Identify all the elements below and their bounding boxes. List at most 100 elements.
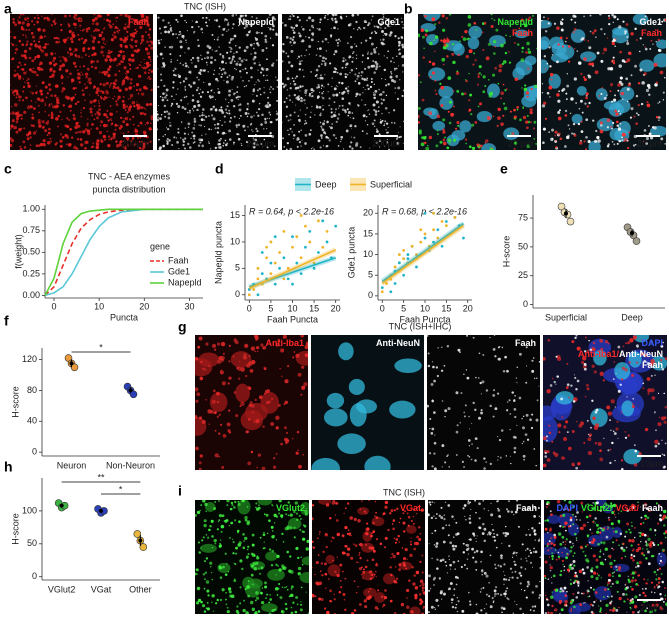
puncta xyxy=(565,92,568,95)
puncta xyxy=(587,140,591,144)
puncta xyxy=(470,113,473,116)
puncta xyxy=(211,399,216,404)
puncta xyxy=(205,534,208,536)
puncta xyxy=(282,335,287,339)
puncta xyxy=(11,111,16,115)
y-tick-label: 20 xyxy=(363,208,373,218)
puncta xyxy=(185,42,187,44)
puncta xyxy=(47,120,50,123)
puncta xyxy=(38,17,40,20)
puncta xyxy=(58,68,62,71)
puncta xyxy=(359,556,362,560)
puncta xyxy=(451,43,455,46)
puncta xyxy=(29,136,32,139)
puncta xyxy=(45,121,49,125)
puncta xyxy=(349,72,351,74)
puncta xyxy=(295,353,300,358)
puncta xyxy=(69,36,74,41)
puncta xyxy=(212,389,216,393)
scale-label: 10µm xyxy=(640,458,663,468)
puncta xyxy=(463,415,466,418)
puncta xyxy=(237,543,241,547)
puncta xyxy=(497,82,500,85)
puncta xyxy=(273,465,277,469)
puncta xyxy=(533,532,537,536)
puncta xyxy=(615,580,620,584)
puncta xyxy=(366,52,369,55)
puncta xyxy=(368,113,371,115)
puncta xyxy=(528,555,530,558)
puncta xyxy=(28,57,30,59)
cell xyxy=(596,500,607,506)
puncta xyxy=(652,543,656,547)
puncta xyxy=(333,101,336,104)
puncta xyxy=(34,91,38,95)
channel-name: VGlut2/ xyxy=(581,503,613,513)
puncta xyxy=(356,29,359,31)
puncta xyxy=(300,96,303,100)
puncta xyxy=(587,74,590,77)
puncta xyxy=(379,542,383,546)
puncta xyxy=(652,43,654,45)
puncta xyxy=(66,116,68,119)
puncta xyxy=(203,81,205,84)
puncta xyxy=(268,612,272,614)
puncta xyxy=(628,528,631,531)
puncta xyxy=(198,461,202,465)
puncta xyxy=(541,104,546,108)
puncta xyxy=(632,559,635,562)
puncta xyxy=(324,57,328,60)
puncta xyxy=(118,62,121,66)
puncta xyxy=(514,32,518,35)
puncta xyxy=(31,35,36,39)
puncta xyxy=(91,46,96,50)
puncta xyxy=(525,508,527,510)
puncta xyxy=(146,40,149,44)
puncta xyxy=(524,568,527,570)
puncta xyxy=(419,532,422,535)
puncta xyxy=(182,143,185,147)
puncta xyxy=(282,137,285,140)
puncta xyxy=(308,36,311,39)
puncta xyxy=(367,65,371,69)
puncta xyxy=(268,117,271,120)
puncta xyxy=(610,565,613,569)
puncta xyxy=(130,140,133,143)
puncta xyxy=(365,21,368,23)
puncta xyxy=(300,393,303,396)
micrograph xyxy=(282,14,404,150)
puncta xyxy=(307,612,309,614)
puncta xyxy=(645,582,648,585)
puncta xyxy=(366,57,370,60)
puncta xyxy=(384,32,388,36)
puncta xyxy=(271,535,275,539)
puncta xyxy=(131,101,136,105)
puncta xyxy=(42,142,46,147)
puncta xyxy=(246,363,251,368)
puncta xyxy=(105,89,108,92)
puncta xyxy=(614,94,616,97)
puncta xyxy=(457,348,461,352)
puncta xyxy=(198,138,202,142)
puncta xyxy=(573,374,575,376)
puncta xyxy=(296,430,300,434)
puncta xyxy=(434,434,436,436)
puncta xyxy=(437,604,440,607)
puncta xyxy=(521,87,523,89)
scatter-point xyxy=(325,240,329,244)
puncta xyxy=(443,38,446,41)
puncta xyxy=(659,358,663,362)
puncta xyxy=(647,388,652,393)
puncta xyxy=(595,599,597,601)
scatter-point xyxy=(389,290,393,294)
puncta xyxy=(533,609,535,612)
puncta xyxy=(128,63,130,65)
y-tick-label: 0.00 xyxy=(22,290,40,300)
puncta xyxy=(625,61,628,63)
puncta xyxy=(443,517,446,521)
puncta xyxy=(576,346,581,351)
puncta xyxy=(301,139,303,141)
puncta xyxy=(231,27,234,30)
puncta xyxy=(127,139,129,142)
puncta xyxy=(531,413,534,416)
